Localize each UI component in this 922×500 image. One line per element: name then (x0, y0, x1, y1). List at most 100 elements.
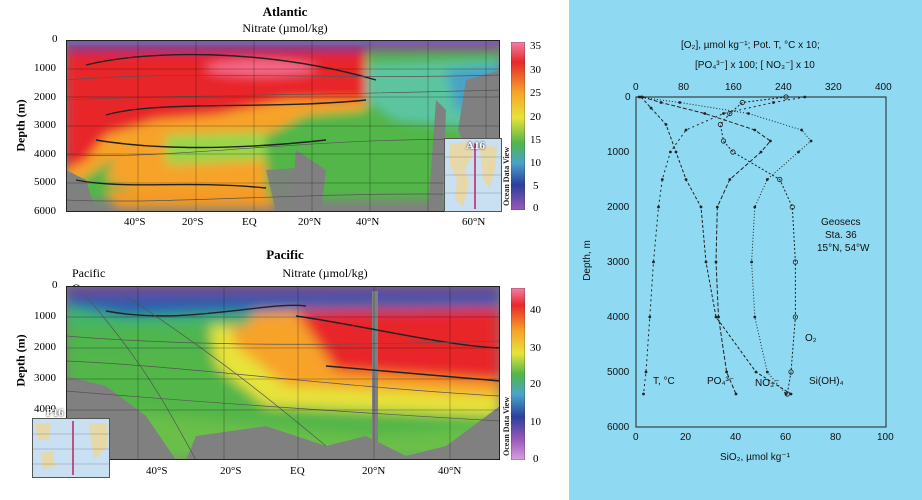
profile-series-1-point-5 (759, 150, 763, 154)
atlantic-xtick-3: 20°N (298, 216, 322, 228)
pacific-subtitle: Nitrate (µmol/kg) (282, 266, 368, 280)
atlantic-cb-tick-5: 10 (530, 157, 541, 169)
profile-series-2-point-10 (765, 370, 769, 374)
profile-ytick-1: 1000 (607, 147, 630, 158)
atlantic-ytick-6: 6000 (34, 205, 56, 217)
pacific-watermark: Ocean Data View (502, 396, 511, 456)
profile-station-2: Sta. 36 (825, 230, 857, 241)
profile-series-3-point-6 (704, 260, 708, 264)
profile-series-4-point-11 (784, 391, 790, 397)
atlantic-ylabel: Depth (m) (13, 99, 28, 152)
profile-series-0-point-10 (642, 392, 645, 396)
profile-bottom-tick-1: 20 (680, 432, 692, 443)
atlantic-cb-tick-6: 5 (533, 180, 539, 192)
atlantic-watermark: Ocean Data View (502, 146, 511, 206)
atlantic-ytick-2: 2000 (34, 91, 56, 103)
profile-series-0-point-9 (644, 370, 648, 374)
profile-ylabel: Depth, m (581, 240, 593, 281)
curve-label-t: T, °C (653, 376, 675, 387)
atlantic-cb-tick-0: 35 (530, 40, 541, 52)
pacific-ytick-0: 0 (52, 279, 58, 291)
profile-series-1-point-2 (703, 112, 707, 115)
pacific-ytick-4: 4000 (34, 403, 56, 415)
profile-series-2-point-8 (750, 260, 753, 264)
profile-series-4-point-4 (720, 138, 727, 144)
profile-series-4-point-10 (788, 369, 794, 375)
profile-top-label-2: [PO₄³⁻] x 100; [ NO₃⁻] x 10 (695, 60, 815, 71)
profile-plot (635, 94, 887, 428)
profile-series-1-point-11 (734, 392, 738, 396)
profile-series-3-point-3 (674, 150, 678, 154)
profile-ytick-5: 5000 (607, 367, 630, 378)
profile-top-tick-3: 240 (775, 82, 792, 93)
profile-series-4-point-5 (730, 149, 736, 155)
profile-curves (637, 94, 813, 397)
profile-top-tick-4: 320 (825, 82, 842, 93)
profile-station-3: 15°N, 54°W (817, 243, 870, 254)
profile-series-2-point-1 (678, 101, 682, 104)
pacific-inset-map (32, 418, 110, 478)
pacific-xtick-2: EQ (290, 465, 305, 477)
pacific-cb-tick-1: 30 (530, 342, 541, 354)
profile-series-2-point-6 (765, 178, 769, 181)
atlantic-ytick-3: 3000 (34, 119, 56, 131)
curve-label-sioh: Si(OH)₄ (809, 376, 844, 387)
profile-series-4-point-6 (777, 176, 783, 183)
pacific-title: Pacific (266, 247, 304, 262)
profile-series-line-0 (643, 96, 805, 395)
profile-series-3-point-9 (789, 392, 793, 396)
profile-series-1-point-6 (728, 178, 732, 181)
profile-series-4-point-7 (789, 204, 795, 210)
atlantic-inset-map (444, 138, 502, 212)
curve-label-po4: PO₄³⁻ (707, 376, 735, 387)
atlantic-subtitle: Nitrate (µmol/kg) (242, 21, 328, 35)
profile-bottom-tick-2: 40 (730, 432, 742, 443)
atlantic-title: Atlantic (262, 4, 308, 19)
profile-series-4-point-1 (739, 99, 745, 106)
profile-top-tick-0: 0 (633, 82, 639, 93)
atlantic-xtick-1: 20°S (182, 216, 204, 228)
pacific-inset-label: P16 (46, 407, 64, 419)
profile-ytick-2: 2000 (607, 202, 630, 213)
profile-ytick-4: 4000 (607, 312, 630, 323)
profile-series-0-point-7 (652, 260, 655, 264)
curve-label-o2: O₂ (805, 333, 817, 344)
profile-top-tick-1: 80 (678, 82, 690, 93)
profile-series-line-2 (639, 96, 812, 395)
profile-series-2-point-7 (753, 205, 757, 209)
pacific-xtick-4: 40°N (438, 465, 462, 477)
pacific-xtick-0: 40°S (146, 465, 168, 477)
atlantic-xtick-5: 60°N (462, 216, 486, 228)
profile-ytick-0: 0 (625, 92, 631, 103)
pacific-cb-tick-4: 0 (533, 453, 539, 465)
profile-series-0-point-5 (660, 178, 664, 181)
atlantic-ytick-5: 5000 (34, 176, 56, 188)
pacific-ytick-2: 2000 (34, 341, 56, 353)
atlantic-ytick-0: 0 (52, 33, 58, 45)
atlantic-xtick-2: EQ (242, 216, 257, 228)
atlantic-cb-tick-3: 20 (530, 111, 541, 123)
atlantic-ytick-1: 1000 (34, 62, 56, 74)
profile-series-line-1 (642, 96, 772, 395)
profile-series-4-point-9 (792, 314, 798, 320)
profile-series-0-point-2 (722, 112, 725, 115)
profile-series-2-point-4 (809, 139, 813, 143)
profile-series-3-point-4 (684, 178, 688, 181)
profile-series-4-point-2 (727, 110, 733, 117)
profile-series-3-point-8 (754, 370, 758, 374)
atlantic-inset-label: A16 (466, 140, 485, 152)
profile-series-2-point-9 (753, 315, 757, 319)
pacific-ytick-1: 1000 (34, 310, 56, 322)
profile-ytick-6: 6000 (607, 422, 630, 433)
profile-series-0-point-6 (657, 205, 660, 209)
atlantic-cb-tick-7: 0 (533, 202, 539, 214)
pacific-xtick-3: 20°N (362, 465, 386, 477)
profile-series-3-point-1 (649, 106, 653, 110)
profile-series-line-3 (640, 96, 792, 395)
atlantic-colorbar (511, 42, 525, 210)
profile-series-4-point-8 (792, 259, 798, 265)
profile-bottom-tick-3: 60 (780, 432, 792, 443)
profile-series-2-point-2 (747, 112, 750, 115)
profile-series-1-point-4 (769, 139, 772, 143)
profile-series-2-point-3 (800, 128, 803, 132)
